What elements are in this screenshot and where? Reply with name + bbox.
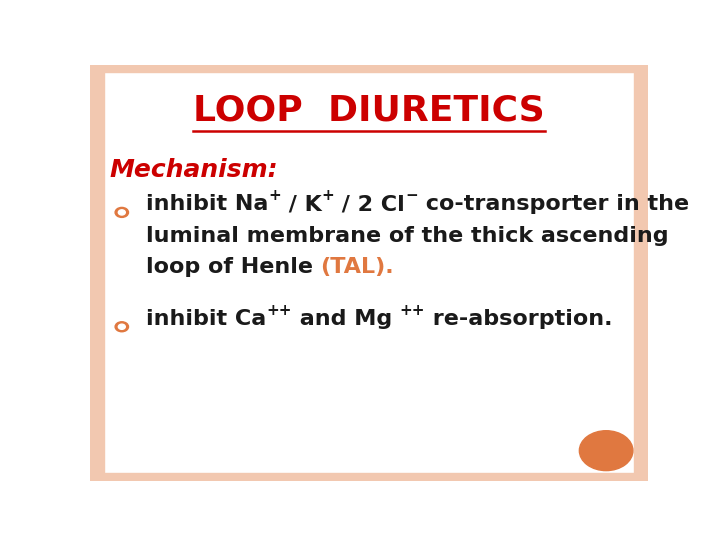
Text: +: + xyxy=(268,188,281,204)
Bar xyxy=(634,65,648,481)
Text: inhibit Ca: inhibit Ca xyxy=(145,309,266,329)
Circle shape xyxy=(118,324,125,329)
Circle shape xyxy=(580,431,633,471)
Circle shape xyxy=(115,322,128,332)
Text: loop of Henle: loop of Henle xyxy=(145,256,320,276)
Text: +: + xyxy=(322,188,334,204)
Text: ++: ++ xyxy=(400,303,425,318)
Text: ++: ++ xyxy=(266,303,292,318)
Text: −: − xyxy=(405,188,418,204)
Text: inhibit Na: inhibit Na xyxy=(145,194,268,214)
Text: and Mg: and Mg xyxy=(292,309,400,329)
Text: re-absorption.: re-absorption. xyxy=(425,309,613,329)
Text: (TAL).: (TAL). xyxy=(320,256,394,276)
Text: Mechanism:: Mechanism: xyxy=(109,158,278,183)
Text: LOOP  DIURETICS: LOOP DIURETICS xyxy=(193,94,545,128)
Text: co-transporter in the: co-transporter in the xyxy=(418,194,689,214)
Bar xyxy=(90,474,648,481)
Bar xyxy=(90,65,648,72)
Circle shape xyxy=(118,210,125,215)
Text: / 2 Cl: / 2 Cl xyxy=(334,194,405,214)
Bar xyxy=(90,65,104,481)
Text: / K: / K xyxy=(281,194,322,214)
Text: luminal membrane of the thick ascending: luminal membrane of the thick ascending xyxy=(145,226,668,246)
Circle shape xyxy=(115,207,128,218)
